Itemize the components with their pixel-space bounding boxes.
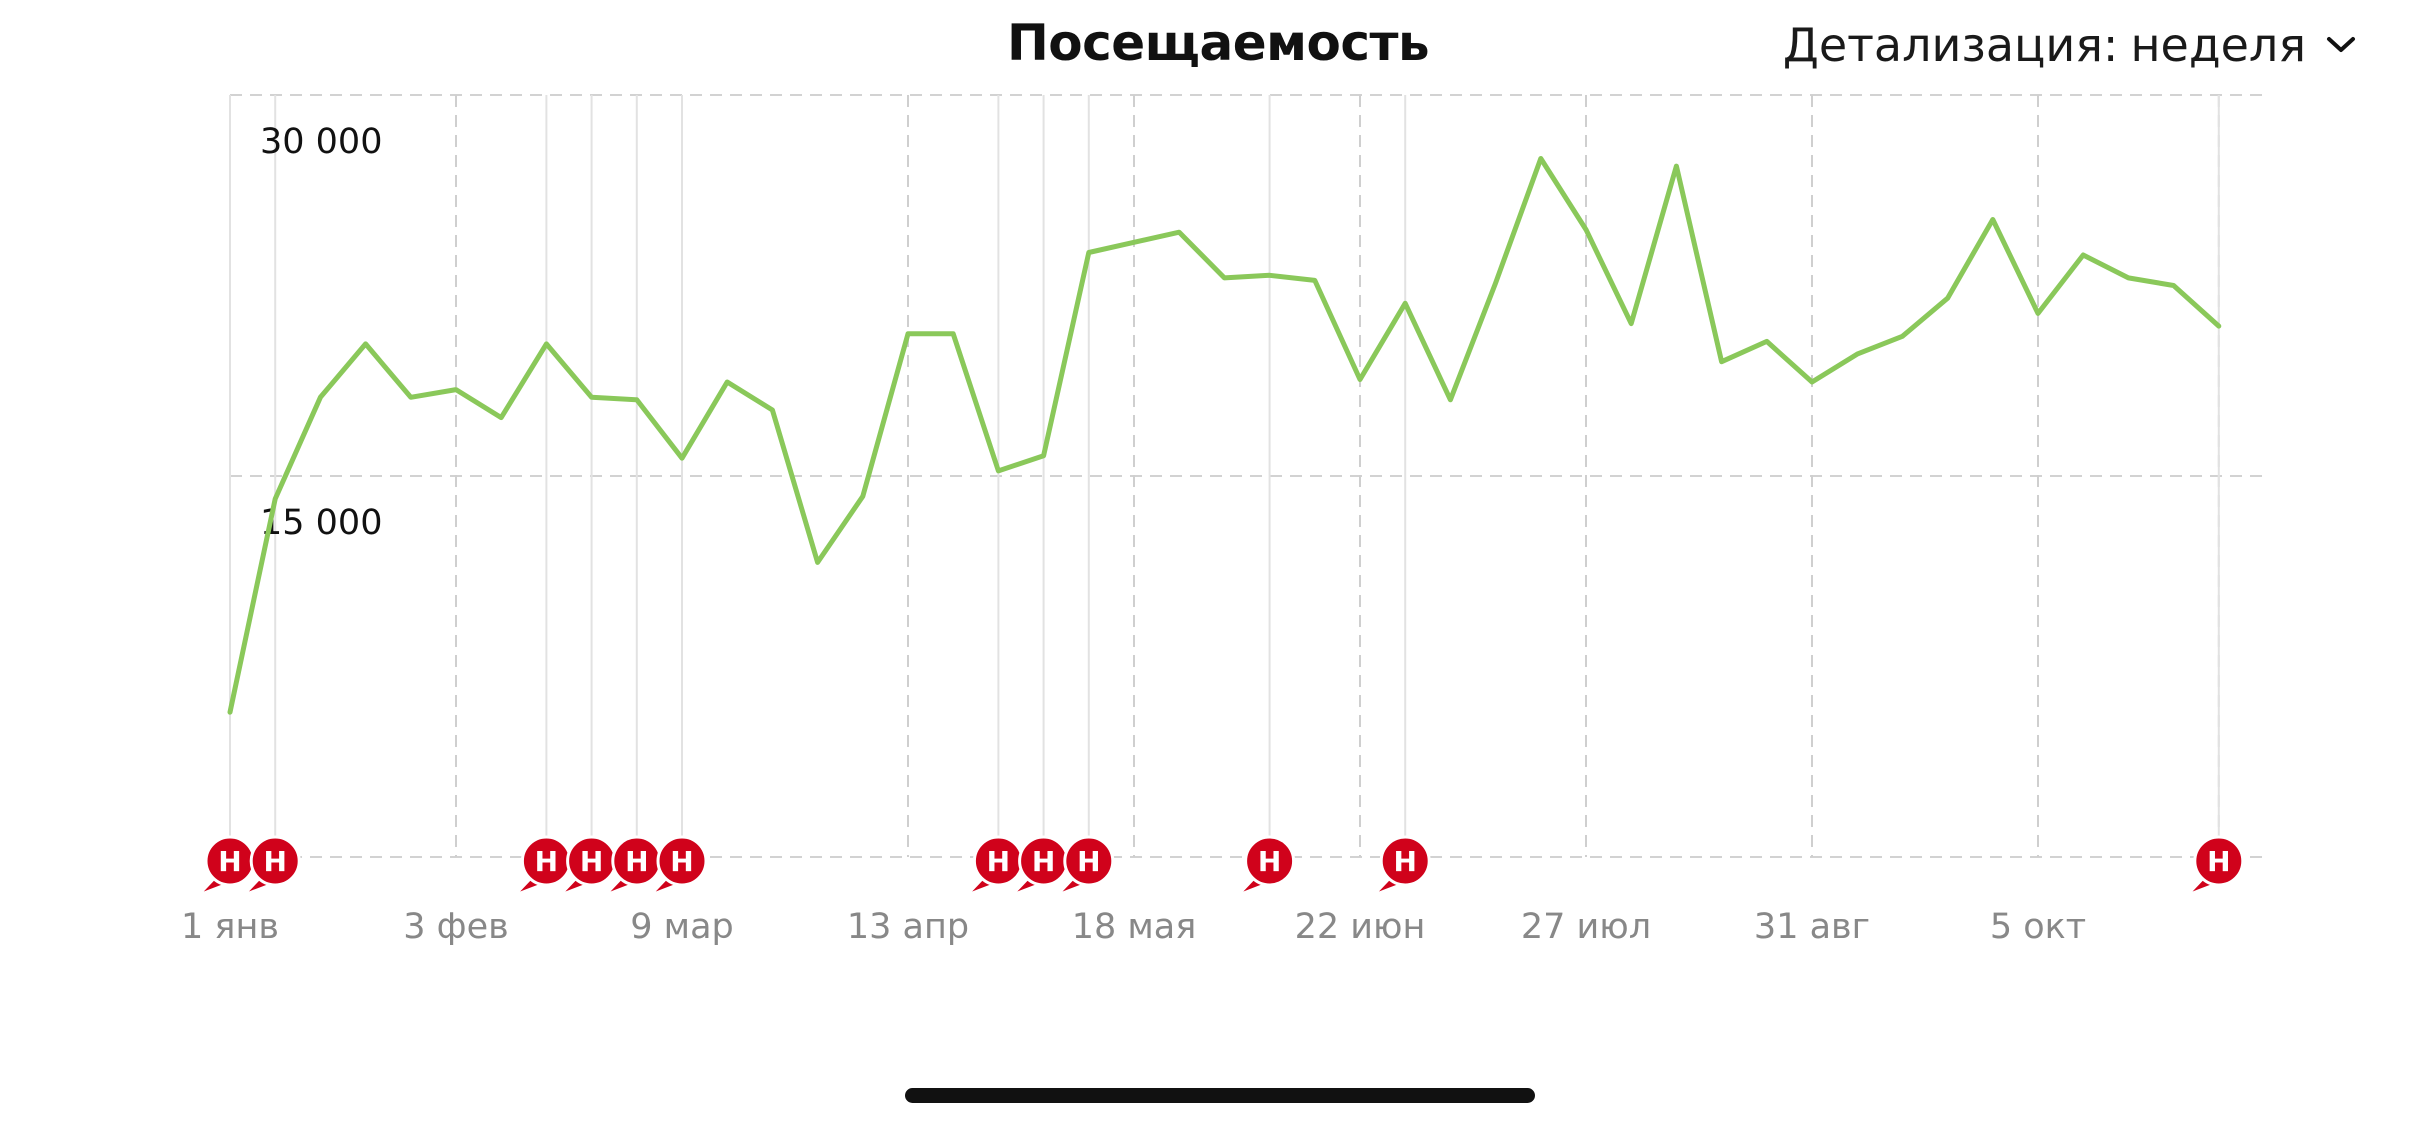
x-tick-label: 1 янв	[181, 907, 279, 947]
annotation-marker: Н	[651, 835, 708, 895]
x-tick-label: 9 мар	[630, 907, 733, 947]
annotation-marker: Н	[1374, 835, 1431, 895]
x-tick-label: 5 окт	[1990, 907, 2086, 947]
y-tick-label: 15 000	[260, 503, 382, 543]
y-axis-labels: 30 000 15 000	[260, 122, 382, 543]
annotation-bubble	[2193, 835, 2245, 887]
grid	[229, 94, 2267, 858]
chart-title: Посещаемость	[1006, 14, 1430, 72]
annotation-letter: Н	[670, 845, 693, 878]
detail-dropdown[interactable]: Детализация: неделя	[1783, 18, 2358, 72]
annotation-bubble	[1063, 835, 1115, 887]
y-tick-label: 30 000	[260, 122, 382, 162]
detail-value: неделя	[2130, 18, 2306, 72]
annotation-letter: Н	[580, 845, 603, 878]
annotation-letter: Н	[2207, 845, 2230, 878]
annotation-bubble	[1244, 835, 1296, 887]
annotation-letter: Н	[218, 845, 241, 878]
annotation-bubble	[656, 835, 708, 887]
x-tick-label: 13 апр	[847, 907, 969, 947]
annotation-marker: Н	[515, 835, 572, 895]
annotation-letter: Н	[1077, 845, 1100, 878]
series-line	[227, 156, 2222, 715]
annotation-letter: Н	[535, 845, 558, 878]
annotation-letter: Н	[1032, 845, 1055, 878]
annotation-marker: Н	[199, 835, 256, 895]
annotation-letter: Н	[263, 845, 286, 878]
annotation-marker: Н	[606, 835, 663, 895]
detail-label: Детализация:	[1782, 18, 2119, 72]
annotation-marker: Н	[2188, 835, 2245, 895]
home-indicator[interactable]	[905, 1088, 1535, 1103]
annotation-marker: Н	[1238, 835, 1296, 895]
chevron-down-icon	[2327, 37, 2355, 52]
x-tick-label: 27 июл	[1521, 907, 1651, 947]
annotation-marker: Н	[1058, 835, 1115, 895]
annotation-marker: Н	[244, 835, 301, 895]
x-axis-labels: 1 янв 3 фев 9 мар 13 апр 18 мая 22 июн 27 июл 3…	[181, 907, 2086, 947]
annotation-marker: Н	[560, 835, 618, 895]
annotation-bubble	[249, 835, 301, 887]
annotation-marker: Н	[1012, 835, 1070, 895]
x-tick-label: 18 мая	[1072, 907, 1197, 947]
annotation-letter: Н	[625, 845, 648, 878]
annotation-letter: Н	[1258, 845, 1281, 878]
x-tick-label: 3 фев	[403, 907, 508, 947]
annotation-marker: Н	[967, 835, 1024, 895]
annotation-bubble	[1379, 835, 1431, 887]
x-tick-label: 31 авг	[1754, 907, 1870, 947]
x-tick-label: 22 июн	[1295, 907, 1426, 947]
annotation-letter: Н	[1393, 845, 1416, 878]
annotation-letter: Н	[987, 845, 1010, 878]
series-line-group	[227, 156, 2222, 715]
